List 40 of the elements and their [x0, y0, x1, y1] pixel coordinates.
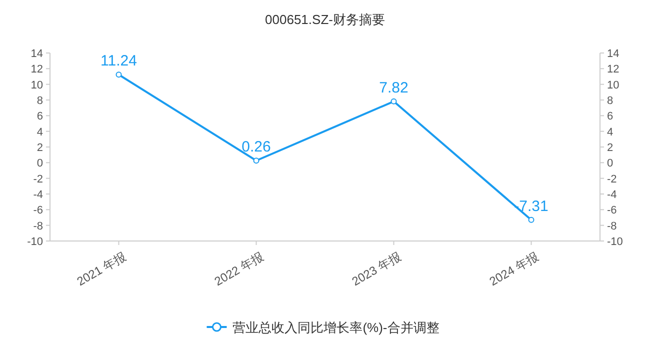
y-tick-label: -6 [33, 204, 43, 217]
y2-tick-label: -10 [607, 236, 623, 248]
point [390, 98, 397, 104]
y2-tick-label: 10 [607, 79, 620, 92]
point [528, 216, 534, 223]
y-tick-label: -4 [33, 189, 43, 201]
y-tick-label: -10 [27, 236, 43, 248]
legend-label: 营业总收入同比增长率(%)-合并调整 [232, 320, 440, 335]
y2-tick-label: -2 [607, 173, 617, 186]
y-tick-label: 6 [36, 110, 43, 123]
x-tick-label: 2021 年报 [74, 249, 128, 289]
y2-tick-label: 12 [607, 64, 620, 76]
y-tick-label: 10 [30, 79, 43, 92]
point [253, 158, 260, 164]
y-tick-label: -2 [33, 173, 43, 186]
y2-tick-label: 2 [607, 142, 614, 154]
y2-tick-label: 0 [607, 158, 614, 170]
x-tick-label: 2023 年报 [349, 249, 404, 289]
y-tick-label: 0 [36, 158, 43, 170]
data-label: 11.24 [100, 52, 137, 70]
y2-tick-label: -8 [607, 220, 617, 232]
data-label: -7.31 [514, 198, 548, 215]
data-label: 0.26 [242, 138, 271, 156]
y2-tick-label: 8 [607, 95, 614, 107]
y-tick-label: 4 [36, 126, 43, 138]
data-label: 7.82 [379, 79, 408, 96]
x-tick-label: 2022 年报 [212, 249, 266, 289]
y-tick-label: 14 [30, 48, 43, 60]
y-tick-label: -8 [33, 220, 43, 232]
y2-tick-label: -6 [607, 204, 617, 217]
x-tick-label: 2024 年报 [486, 249, 541, 289]
y-tick-label: 8 [36, 95, 43, 107]
y2-tick-label: 14 [607, 48, 620, 60]
y-tick-label: 2 [36, 142, 43, 154]
y2-tick-label: 6 [607, 110, 614, 123]
y2-tick-label: -4 [607, 189, 617, 201]
point [116, 72, 122, 78]
y-tick-label: 12 [30, 64, 43, 76]
y2-tick-label: 4 [607, 126, 614, 138]
chart-title: 000651.SZ-财务摘要 [265, 12, 385, 27]
